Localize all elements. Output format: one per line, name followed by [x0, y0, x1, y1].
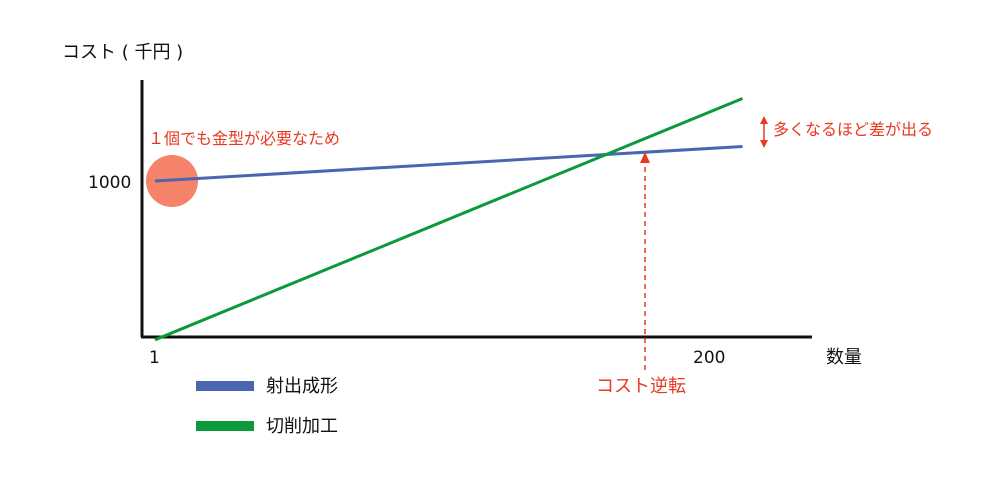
annotation-crossover-label: コスト逆転 — [596, 376, 686, 397]
series-line-injection-molding — [154, 145, 743, 183]
y-tick-label-1000: 1000 — [88, 173, 131, 193]
series-line-machining — [154, 97, 744, 342]
annotation-gap-note: 多くなるほど差が出る — [773, 120, 933, 139]
y-axis-title: コスト ( 千円 ) — [62, 42, 183, 63]
legend-label-injection-molding: 射出成形 — [266, 376, 338, 397]
legend-label-machining: 切削加工 — [266, 416, 338, 437]
legend-swatch-machining — [196, 421, 254, 431]
crossover-arrowhead — [640, 152, 650, 163]
gap-arrowhead-top — [760, 116, 768, 124]
x-axis-title: 数量 — [826, 347, 862, 368]
x-tick-label-200: 200 — [693, 348, 725, 368]
annotation-mold-note: １個でも金型が必要なため — [148, 129, 340, 148]
x-tick-label-1: 1 — [149, 348, 160, 368]
legend-swatch-injection-molding — [196, 381, 254, 391]
gap-arrowhead-bottom — [760, 140, 768, 148]
